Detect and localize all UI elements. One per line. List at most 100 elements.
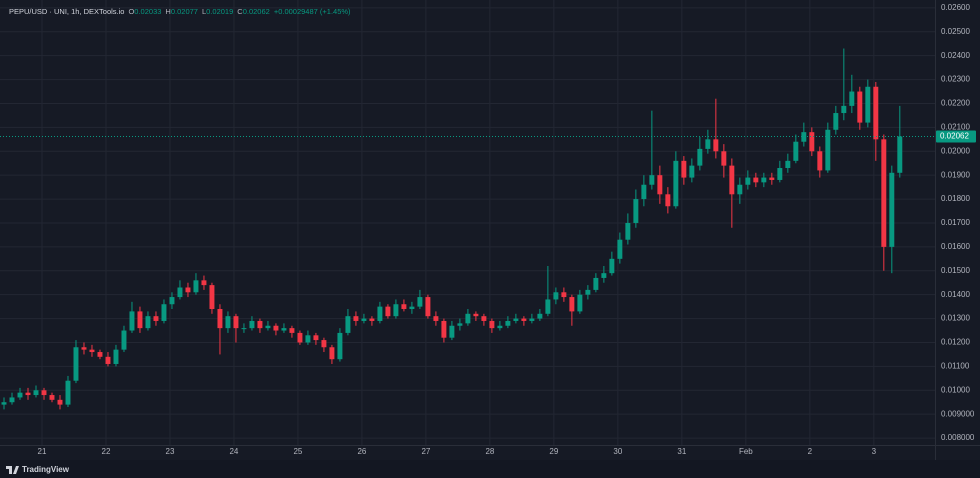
change: +0.00029487 (+1.45%) xyxy=(274,7,351,16)
candle-body xyxy=(617,239,623,259)
x-tick-label: 26 xyxy=(357,447,366,456)
y-tick-label: 0.01000 xyxy=(941,385,970,394)
candle-body xyxy=(865,86,871,123)
x-tick-label: 30 xyxy=(613,447,622,456)
candle-body xyxy=(769,177,775,180)
candle-body xyxy=(657,175,663,195)
x-tick-label: 22 xyxy=(102,447,111,456)
candle-body xyxy=(473,313,479,317)
candle-body xyxy=(17,392,23,398)
candle-body xyxy=(601,273,607,278)
candle-body xyxy=(593,277,599,290)
symbol: PEPU/USD · UNI, 1h, DEXTools.io xyxy=(9,7,124,16)
candle-body xyxy=(321,340,327,348)
candle-body xyxy=(737,184,743,195)
y-tick-label: 0.01600 xyxy=(941,242,970,251)
candle-body xyxy=(9,397,15,403)
candle-body xyxy=(649,175,655,185)
candle-body xyxy=(673,160,679,207)
candle-body xyxy=(761,177,767,183)
candle-body xyxy=(161,304,167,321)
candle-body xyxy=(49,395,55,400)
candle-body xyxy=(697,148,703,166)
ohlc-key: H xyxy=(165,7,170,16)
candle-body xyxy=(849,91,855,106)
y-tick-label: 0.01700 xyxy=(941,218,970,227)
candle-body xyxy=(409,306,415,310)
y-tick-label: 0.01800 xyxy=(941,194,970,203)
candle-body xyxy=(441,320,447,338)
x-tick-label: 25 xyxy=(293,447,302,456)
y-tick-label: 0.02100 xyxy=(941,122,970,131)
candle-body xyxy=(873,86,879,140)
candle-body xyxy=(881,139,887,247)
candle-body xyxy=(393,304,399,317)
brand-name[interactable]: TradingView xyxy=(22,465,70,474)
candle-body xyxy=(265,325,271,329)
y-tick-label: 0.02200 xyxy=(941,99,970,108)
candle-body xyxy=(777,168,783,180)
candle-body xyxy=(465,313,471,324)
y-tick-label: 0.008000 xyxy=(941,433,975,442)
candle-body xyxy=(633,199,639,223)
candle-body xyxy=(753,177,759,183)
candle-body xyxy=(89,349,95,353)
y-tick-label: 0.01500 xyxy=(941,266,970,275)
candle-body xyxy=(825,129,831,171)
candle-body xyxy=(521,318,527,321)
candle-body xyxy=(297,332,303,343)
ohlc-value: 0.02019 xyxy=(206,7,233,16)
candle-body xyxy=(897,136,903,173)
candle-body xyxy=(81,347,87,350)
candle-body xyxy=(57,399,63,405)
last-price-box xyxy=(936,130,976,143)
x-tick-label: 2 xyxy=(808,447,813,456)
candle-body xyxy=(201,280,207,286)
candle-body xyxy=(641,184,647,200)
candle-body xyxy=(41,390,47,396)
candle-body xyxy=(369,318,375,321)
candle-body xyxy=(329,347,335,360)
bottom-bar xyxy=(0,460,980,478)
candle-body xyxy=(385,306,391,317)
x-tick-label: 24 xyxy=(229,447,238,456)
candle-body xyxy=(433,316,439,321)
candle-body xyxy=(497,325,503,329)
candle-body xyxy=(561,292,567,298)
x-tick-label: 28 xyxy=(485,447,494,456)
candle-body xyxy=(305,335,311,343)
candle-body xyxy=(97,352,103,357)
candle-body xyxy=(721,151,727,166)
candle-body xyxy=(793,141,799,161)
candle-body xyxy=(729,165,735,195)
candle-body xyxy=(545,299,551,314)
candle-body xyxy=(665,194,671,207)
ohlc-key: C xyxy=(237,7,243,16)
candle-body xyxy=(745,177,751,185)
candle-body xyxy=(513,318,519,321)
candle-body xyxy=(1,402,7,405)
candle-body xyxy=(569,297,575,312)
y-tick-label: 0.01100 xyxy=(941,361,970,370)
candle-body xyxy=(169,297,175,305)
candle-body xyxy=(537,313,543,319)
candle-body xyxy=(121,330,127,350)
candle-body xyxy=(889,172,895,247)
candle-body xyxy=(137,311,143,329)
candle-body xyxy=(609,258,615,274)
candle-body xyxy=(713,139,719,152)
candle-body xyxy=(113,349,119,364)
brand-logo[interactable] xyxy=(6,466,19,474)
y-tick-label: 0.01200 xyxy=(941,338,970,347)
y-tick-label: 0.01900 xyxy=(941,170,970,179)
grid xyxy=(0,0,935,445)
candle-body xyxy=(105,356,111,364)
candle-body xyxy=(33,390,39,396)
candle-body xyxy=(577,294,583,312)
candle-body xyxy=(225,316,231,329)
candle-body xyxy=(585,289,591,295)
candle-body xyxy=(809,132,815,152)
candle-body xyxy=(449,325,455,338)
candle-body xyxy=(73,347,79,381)
ohlc-value: 0.02033 xyxy=(134,7,161,16)
